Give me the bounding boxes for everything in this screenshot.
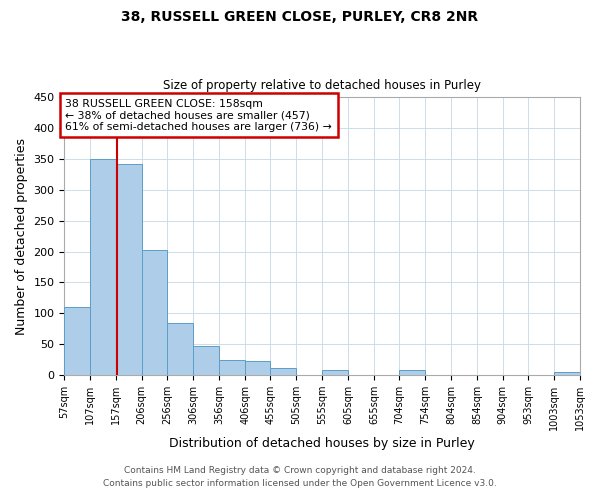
Bar bbox=[90, 159, 116, 375]
Text: Contains HM Land Registry data © Crown copyright and database right 2024.
Contai: Contains HM Land Registry data © Crown c… bbox=[103, 466, 497, 487]
Bar bbox=[554, 372, 580, 375]
Title: Size of property relative to detached houses in Purley: Size of property relative to detached ho… bbox=[163, 79, 481, 92]
Bar bbox=[322, 370, 348, 375]
Bar bbox=[142, 250, 167, 375]
Bar bbox=[167, 322, 193, 375]
Bar bbox=[245, 362, 271, 375]
Bar bbox=[219, 360, 245, 375]
Y-axis label: Number of detached properties: Number of detached properties bbox=[15, 138, 28, 334]
X-axis label: Distribution of detached houses by size in Purley: Distribution of detached houses by size … bbox=[169, 437, 475, 450]
Bar bbox=[400, 370, 425, 375]
Text: 38, RUSSELL GREEN CLOSE, PURLEY, CR8 2NR: 38, RUSSELL GREEN CLOSE, PURLEY, CR8 2NR bbox=[121, 10, 479, 24]
Bar bbox=[116, 164, 142, 375]
Text: 38 RUSSELL GREEN CLOSE: 158sqm
← 38% of detached houses are smaller (457)
61% of: 38 RUSSELL GREEN CLOSE: 158sqm ← 38% of … bbox=[65, 98, 332, 132]
Bar bbox=[271, 368, 296, 375]
Bar bbox=[193, 346, 219, 375]
Bar bbox=[64, 307, 90, 375]
